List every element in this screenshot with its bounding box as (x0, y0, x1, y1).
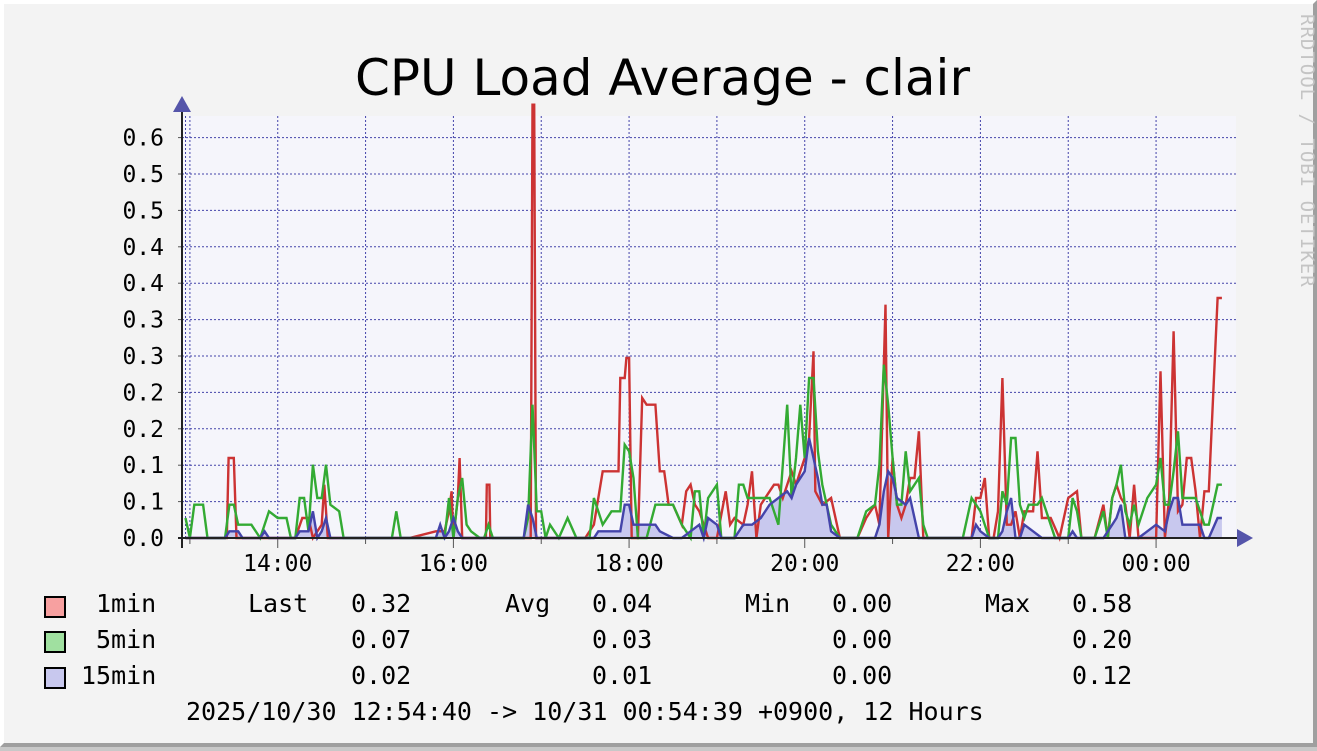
plot-area (182, 116, 1236, 538)
legend-header-min: Min (745, 589, 791, 618)
y-tick-label: 0.1 (122, 490, 164, 516)
legend-swatch-1min (44, 596, 66, 618)
legend-min-15min: 0.00 (832, 661, 893, 690)
legend-min-1min: 0.00 (832, 589, 893, 618)
x-tick-label: 18:00 (594, 551, 663, 577)
legend-label-5min: 5min (96, 625, 157, 654)
x-tick-label: 20:00 (770, 551, 839, 577)
legend-header-avg: Avg (505, 589, 551, 618)
x-tick-label: 14:00 (243, 551, 312, 577)
y-axis-arrow (173, 96, 191, 112)
y-tick-label: 0.2 (122, 417, 164, 443)
legend-avg-5min: 0.03 (592, 625, 653, 654)
y-tick-label: 0.0 (122, 526, 164, 552)
y-tick-label: 0.6 (122, 126, 164, 152)
y-tick-label: 0.2 (122, 380, 164, 406)
chart-title: CPU Load Average - clair (354, 49, 970, 107)
time-range-footer: 2025/10/30 12:54:40 -> 10/31 00:54:39 +0… (186, 697, 984, 726)
legend-swatch-15min (44, 667, 66, 689)
legend-last-15min: 0.02 (351, 661, 412, 690)
legend-max-5min: 0.20 (1072, 625, 1133, 654)
legend-label-15min: 15min (81, 661, 157, 690)
y-tick-label: 0.3 (122, 308, 164, 334)
legend-avg-15min: 0.01 (592, 661, 653, 690)
legend-avg-1min: 0.04 (592, 589, 653, 618)
legend-label-1min: 1min (96, 589, 157, 618)
x-tick-label: 22:00 (946, 551, 1015, 577)
legend-min-5min: 0.00 (832, 625, 893, 654)
series-line-1min (185, 103, 1222, 542)
y-tick-label: 0.4 (122, 271, 164, 297)
legend-last-5min: 0.07 (351, 625, 412, 654)
legend-max-15min: 0.12 (1072, 661, 1133, 690)
legend-max-1min: 0.58 (1072, 589, 1133, 618)
y-tick-label: 0.5 (122, 198, 164, 224)
y-tick-label: 0.5 (122, 162, 164, 188)
series-area-15min (185, 438, 1222, 538)
legend-header-last: Last (248, 589, 309, 618)
x-tick-label: 00:00 (1121, 551, 1190, 577)
x-axis-arrow (1237, 529, 1253, 547)
rrdtool-watermark: RRDTOOL / TOBI OETIKER (1296, 14, 1317, 288)
y-tick-label: 0.4 (122, 235, 164, 261)
chart-canvas: 0.0 0.1 0.1 0.2 0.2 0.3 0.3 0.4 0.4 0.5 0.5 0.6 14:0… (122, 96, 1253, 577)
legend-header-max: Max (985, 589, 1031, 618)
y-tick-label: 0.1 (122, 453, 164, 479)
y-tick-label: 0.3 (122, 344, 164, 370)
legend-last-1min: 0.32 (351, 589, 412, 618)
legend-swatch-5min (44, 631, 66, 653)
x-tick-label: 16:00 (419, 551, 488, 577)
